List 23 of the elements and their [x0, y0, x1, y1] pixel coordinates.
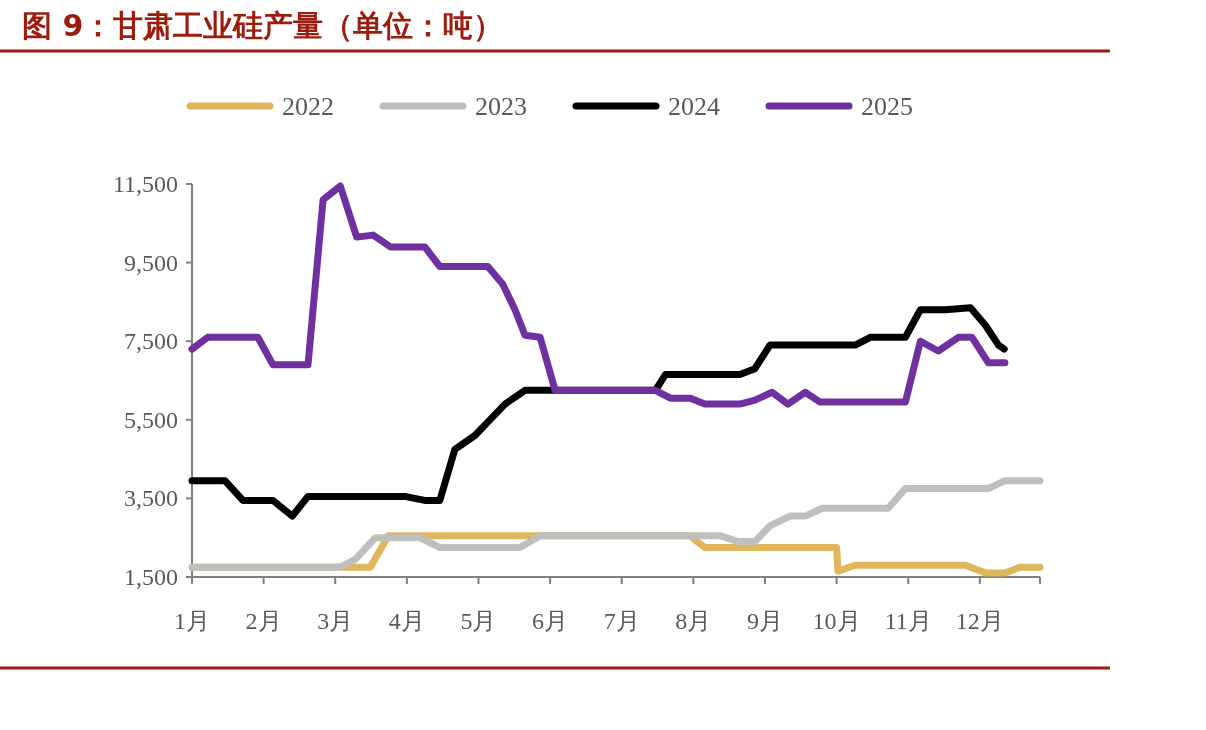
x-tick-label: 10月: [812, 608, 861, 634]
y-tick-label: 9,500: [124, 249, 178, 276]
legend-label: 2023: [475, 92, 527, 121]
legend-label: 2022: [282, 92, 334, 121]
x-tick-label: 6月: [532, 608, 569, 634]
x-tick-label: 4月: [388, 608, 425, 634]
x-tick-label: 3月: [317, 608, 354, 634]
chart-title: 图 9：甘肃工业硅产量（单位：吨）: [22, 8, 504, 43]
x-tick-label: 1月: [174, 608, 210, 634]
y-tick-label: 1,500: [124, 564, 178, 590]
x-tick-label: 12月: [955, 608, 1004, 634]
x-tick-label: 7月: [603, 608, 640, 634]
x-tick-label: 11月: [884, 608, 932, 634]
x-tick-label: 9月: [746, 608, 783, 634]
legend-label: 2024: [668, 92, 720, 121]
y-tick-label: 5,500: [124, 406, 178, 433]
y-tick-label: 7,500: [124, 328, 178, 355]
x-tick-label: 2月: [245, 608, 282, 634]
y-tick-label: 11,500: [112, 171, 178, 197]
x-tick-label: 5月: [460, 608, 497, 634]
x-tick-label: 8月: [675, 608, 712, 634]
legend-label: 2025: [861, 92, 913, 121]
y-tick-label: 3,500: [124, 485, 178, 512]
